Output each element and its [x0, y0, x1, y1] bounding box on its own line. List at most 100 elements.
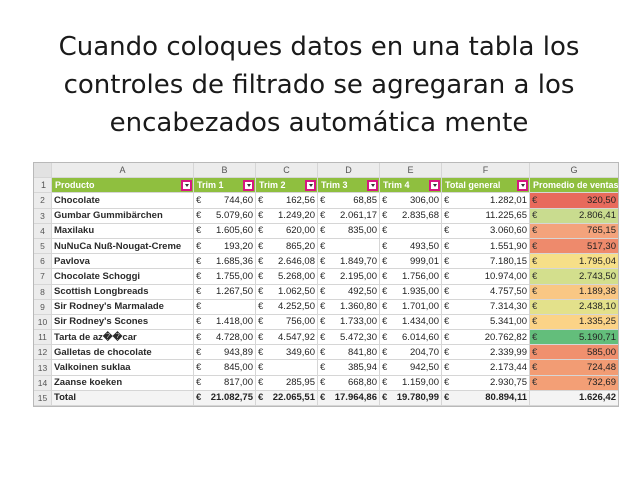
trim-4-cell[interactable]: €6.014,60: [380, 330, 442, 346]
total-general-cell[interactable]: €4.757,50: [442, 284, 530, 300]
total-general-cell[interactable]: €5.341,00: [442, 314, 530, 331]
row-number[interactable]: 12: [34, 345, 52, 361]
trim-2-cell[interactable]: €349,60: [256, 345, 318, 361]
product-cell[interactable]: Gumbar Gummibärchen: [52, 208, 194, 224]
trim-2-cell[interactable]: €285,95: [256, 375, 318, 391]
trim-2-cell[interactable]: €1.062,50: [256, 284, 318, 300]
column-letter-c[interactable]: C: [256, 163, 318, 179]
trim-1-cell[interactable]: €: [194, 299, 256, 315]
trim-2-cell[interactable]: €1.249,20: [256, 208, 318, 224]
trim-3-cell[interactable]: €68,85: [318, 193, 380, 209]
trim-4-cell[interactable]: €: [380, 223, 442, 239]
trim-1-cell[interactable]: €1.267,50: [194, 284, 256, 300]
trim-3-cell[interactable]: €841,80: [318, 345, 380, 361]
promedio-cell[interactable]: €320,50: [530, 193, 618, 209]
trim-2-cell[interactable]: €: [256, 360, 318, 376]
row-number[interactable]: 10: [34, 314, 52, 331]
row-number[interactable]: 3: [34, 208, 52, 224]
trim-4-cell[interactable]: €1.159,00: [380, 375, 442, 391]
trim-4-cell[interactable]: €1.756,00: [380, 269, 442, 285]
row-number[interactable]: 8: [34, 284, 52, 300]
column-letter-a[interactable]: A: [52, 163, 194, 179]
trim-4-cell[interactable]: €1.935,00: [380, 284, 442, 300]
total-general-cell[interactable]: €1.282,01: [442, 193, 530, 209]
product-cell[interactable]: NuNuCa Nuß-Nougat-Creme: [52, 238, 194, 255]
total-trim-4[interactable]: €19.780,99: [380, 390, 442, 406]
trim-2-cell[interactable]: €2.646,08: [256, 254, 318, 270]
trim-1-cell[interactable]: €845,00: [194, 360, 256, 376]
row-number[interactable]: 15: [34, 390, 52, 406]
trim-4-cell[interactable]: €1.434,00: [380, 314, 442, 331]
product-cell[interactable]: Galletas de chocolate: [52, 345, 194, 361]
product-cell[interactable]: Chocolate Schoggi: [52, 269, 194, 285]
promedio-cell[interactable]: €1.189,38: [530, 284, 618, 300]
column-letter-d[interactable]: D: [318, 163, 380, 179]
promedio-cell[interactable]: €517,30: [530, 238, 618, 255]
trim-4-cell[interactable]: €204,70: [380, 345, 442, 361]
filter-dropdown-icon[interactable]: [517, 179, 528, 191]
row-number[interactable]: 5: [34, 238, 52, 255]
filter-dropdown-icon[interactable]: [305, 179, 316, 191]
promedio-cell[interactable]: €2.438,10: [530, 299, 618, 315]
trim-2-cell[interactable]: €4.252,50: [256, 299, 318, 315]
trim-2-cell[interactable]: €620,00: [256, 223, 318, 239]
trim-3-cell[interactable]: €1.733,00: [318, 314, 380, 331]
trim-1-cell[interactable]: €817,00: [194, 375, 256, 391]
row-number[interactable]: 9: [34, 299, 52, 315]
trim-3-cell[interactable]: €: [318, 238, 380, 255]
total-general-cell[interactable]: €11.225,65: [442, 208, 530, 224]
trim-4-cell[interactable]: €1.701,00: [380, 299, 442, 315]
total-general-cell[interactable]: €3.060,60: [442, 223, 530, 239]
trim-3-cell[interactable]: €1.360,80: [318, 299, 380, 315]
trim-2-cell[interactable]: €4.547,92: [256, 330, 318, 346]
total-general-cell[interactable]: €1.551,90: [442, 238, 530, 255]
trim-1-cell[interactable]: €1.755,00: [194, 269, 256, 285]
filter-dropdown-icon[interactable]: [367, 179, 378, 191]
promedio-cell[interactable]: €1.335,25: [530, 314, 618, 331]
trim-4-cell[interactable]: €306,00: [380, 193, 442, 209]
filter-dropdown-icon[interactable]: [243, 179, 254, 191]
trim-3-cell[interactable]: €2.061,17: [318, 208, 380, 224]
product-cell[interactable]: Valkoinen suklaa: [52, 360, 194, 376]
total-general-cell[interactable]: €2.339,99: [442, 345, 530, 361]
trim-3-cell[interactable]: €835,00: [318, 223, 380, 239]
trim-4-cell[interactable]: €942,50: [380, 360, 442, 376]
promedio-cell[interactable]: €765,15: [530, 223, 618, 239]
trim-4-cell[interactable]: €999,01: [380, 254, 442, 270]
product-cell[interactable]: Tarta de az��car: [52, 330, 194, 346]
total-general-cell[interactable]: €20.762,82: [442, 330, 530, 346]
trim-1-cell[interactable]: €943,89: [194, 345, 256, 361]
promedio-cell[interactable]: €732,69: [530, 375, 618, 391]
row-number[interactable]: 11: [34, 330, 52, 346]
product-cell[interactable]: Zaanse koeken: [52, 375, 194, 391]
trim-4-cell[interactable]: €493,50: [380, 238, 442, 255]
product-cell[interactable]: Sir Rodney's Scones: [52, 314, 194, 331]
trim-2-cell[interactable]: €865,20: [256, 238, 318, 255]
row-number[interactable]: 2: [34, 193, 52, 209]
product-cell[interactable]: Maxilaku: [52, 223, 194, 239]
total-general[interactable]: €80.894,11: [442, 390, 530, 406]
column-letter-g[interactable]: G: [530, 163, 618, 179]
trim-1-cell[interactable]: €1.418,00: [194, 314, 256, 331]
total-label[interactable]: Total: [52, 390, 194, 406]
promedio-cell[interactable]: €5.190,71: [530, 330, 618, 346]
total-general-cell[interactable]: €7.314,30: [442, 299, 530, 315]
trim-2-cell[interactable]: €756,00: [256, 314, 318, 331]
trim-2-cell[interactable]: €5.268,00: [256, 269, 318, 285]
trim-3-cell[interactable]: €492,50: [318, 284, 380, 300]
column-letter-b[interactable]: B: [194, 163, 256, 179]
trim-4-cell[interactable]: €2.835,68: [380, 208, 442, 224]
total-trim-2[interactable]: €22.065,51: [256, 390, 318, 406]
product-cell[interactable]: Chocolate: [52, 193, 194, 209]
product-cell[interactable]: Pavlova: [52, 254, 194, 270]
row-number[interactable]: 13: [34, 360, 52, 376]
row-number[interactable]: 7: [34, 269, 52, 285]
row-number[interactable]: 6: [34, 254, 52, 270]
row-number[interactable]: 1: [34, 178, 52, 194]
trim-1-cell[interactable]: €1.605,60: [194, 223, 256, 239]
total-general-cell[interactable]: €10.974,00: [442, 269, 530, 285]
trim-3-cell[interactable]: €385,94: [318, 360, 380, 376]
trim-3-cell[interactable]: €1.849,70: [318, 254, 380, 270]
promedio-cell[interactable]: €2.743,50: [530, 269, 618, 285]
total-trim-1[interactable]: €21.082,75: [194, 390, 256, 406]
